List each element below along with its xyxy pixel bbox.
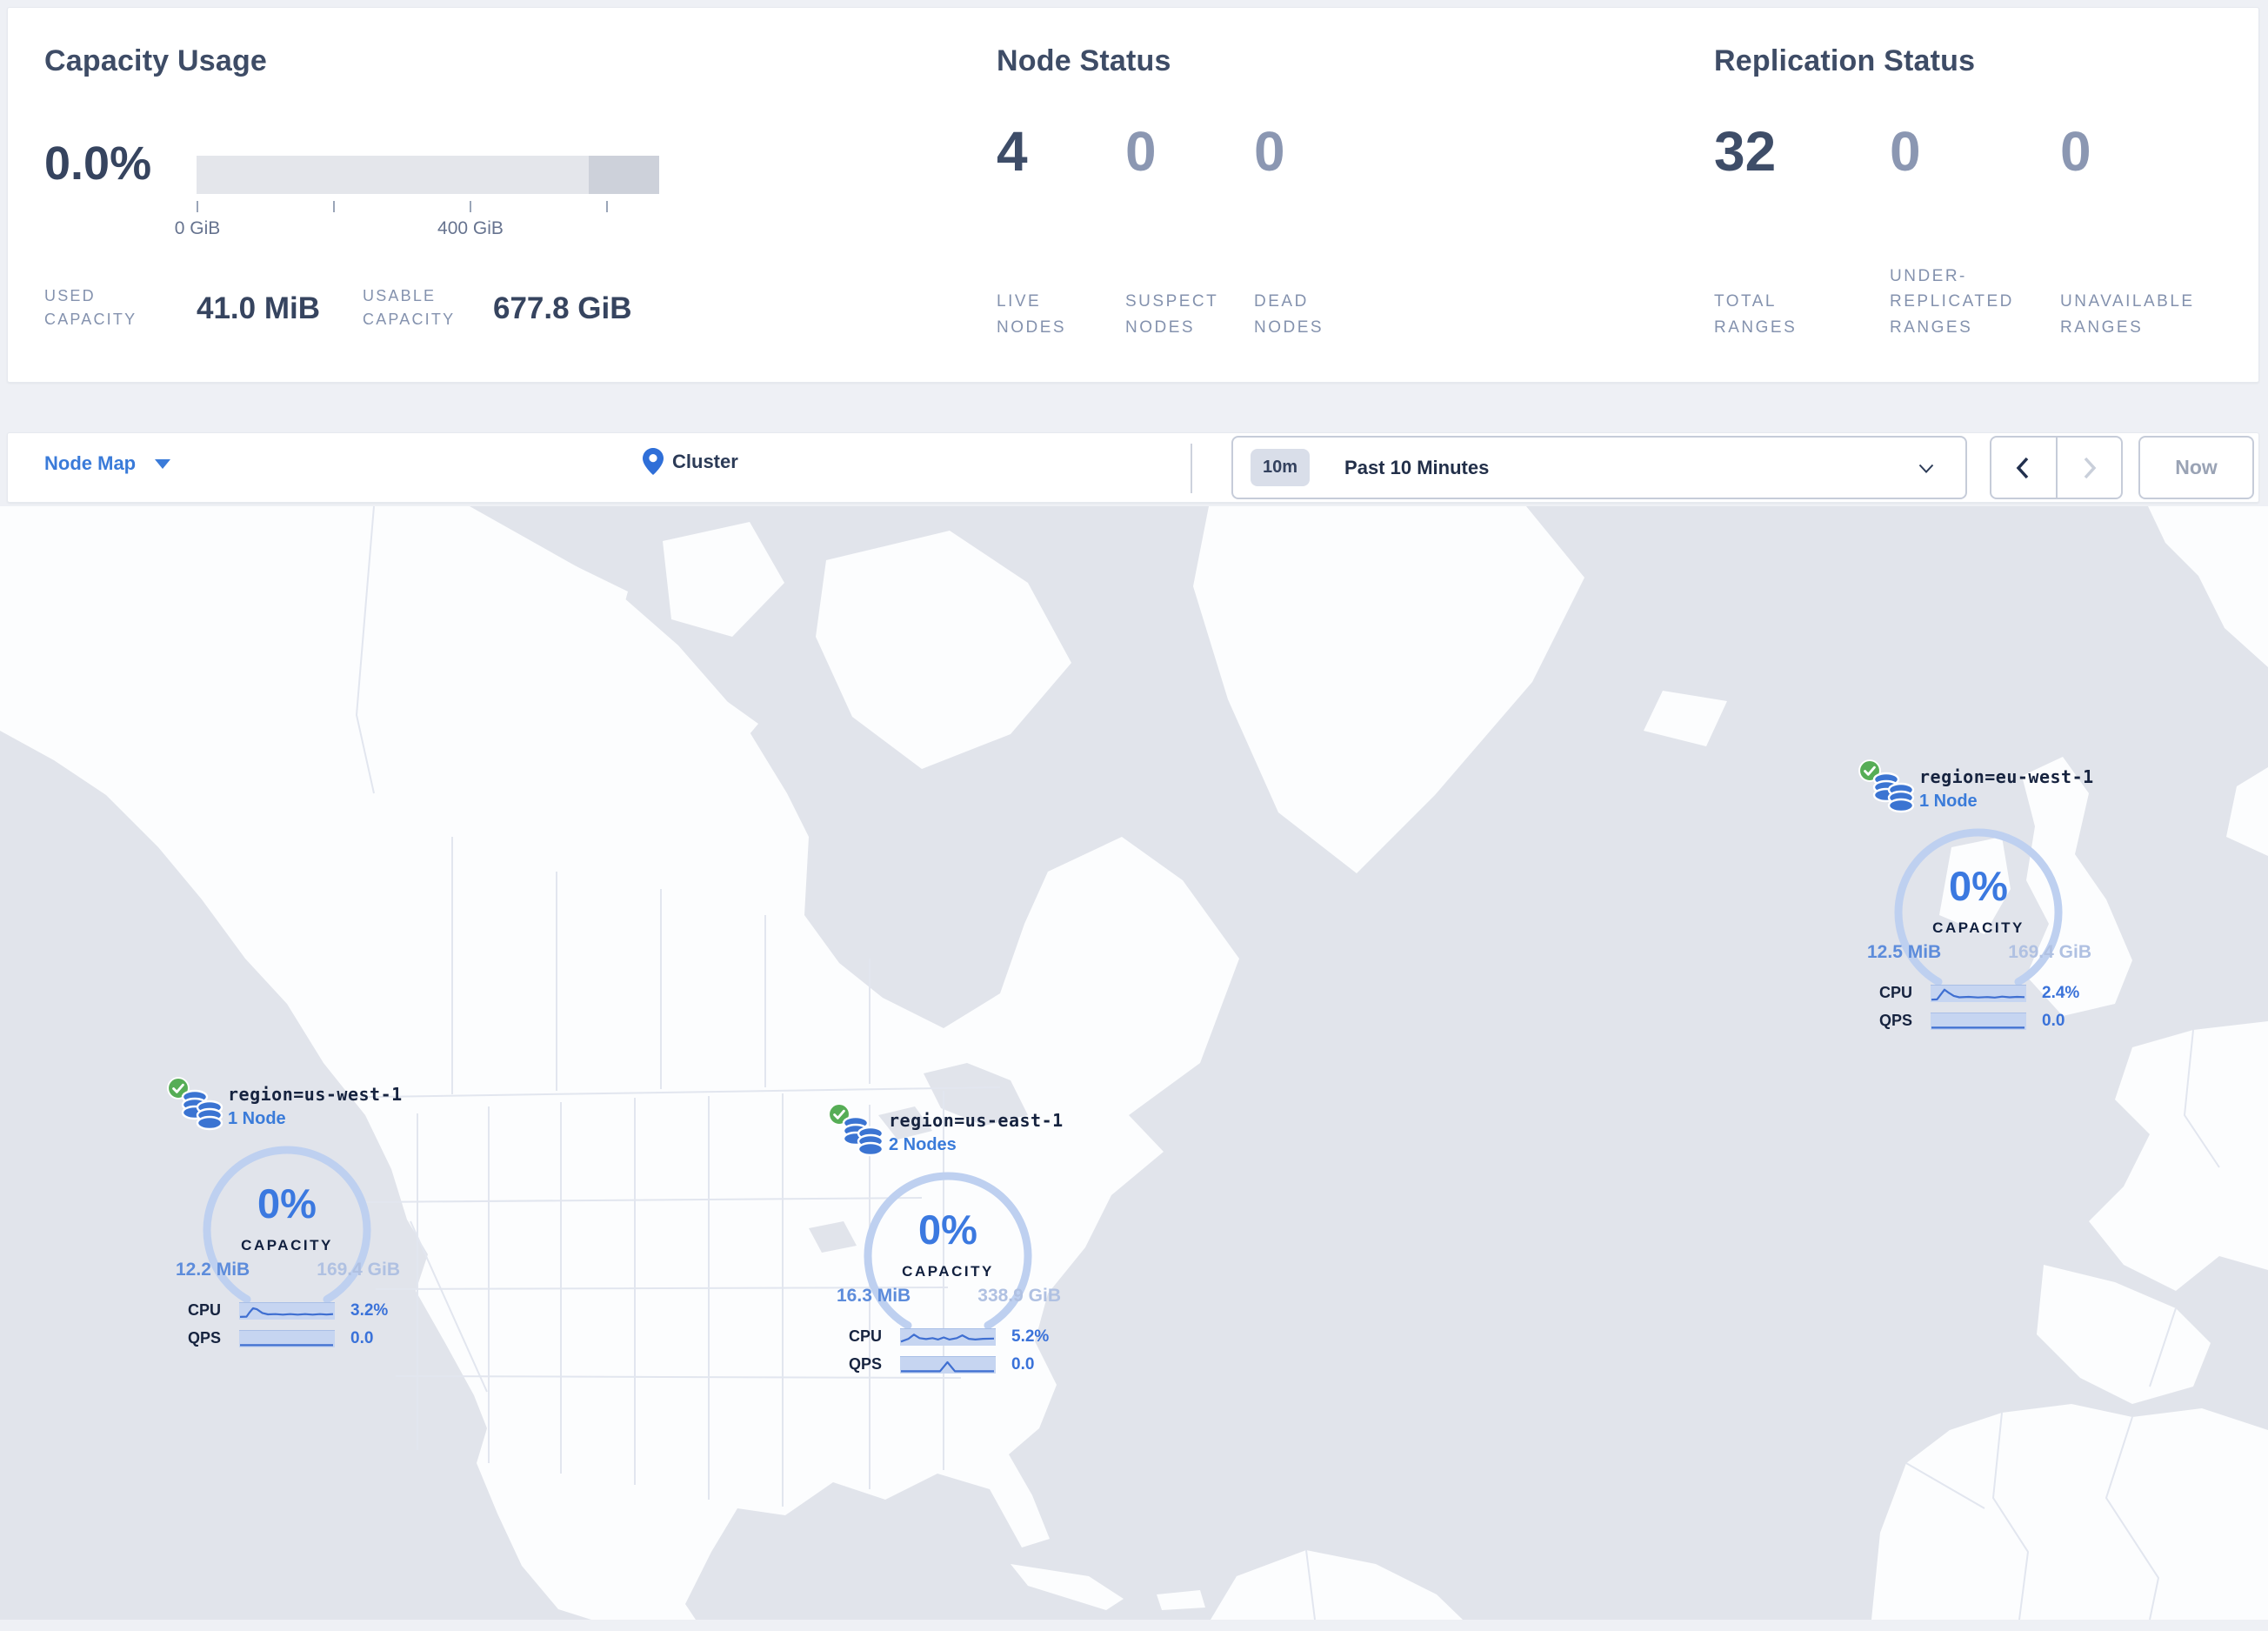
total-ranges-count: 32: [1714, 120, 1777, 183]
node-status-title: Node Status: [997, 44, 1171, 77]
capacity-gauge-arc: [1894, 828, 2063, 986]
cpu-label: CPU: [849, 1327, 883, 1345]
suspect-nodes-count: 0: [1125, 120, 1157, 183]
unavailable-ranges-count: 0: [2060, 120, 2091, 183]
region-capacity-percent: 0%: [257, 1180, 317, 1227]
replication-status-title: Replication Status: [1714, 44, 1976, 77]
used-capacity-label: USED CAPACITY: [44, 287, 137, 328]
database-nodes-icon: [842, 1115, 884, 1157]
capacity-bar-reserved-segment: [589, 156, 659, 194]
used-capacity-value: 41.0 MiB: [197, 291, 320, 325]
qps-sparkline: [239, 1330, 335, 1347]
live-nodes-label: LIVE NODES: [997, 292, 1067, 337]
region-total-capacity: 169.4 GiB: [317, 1260, 400, 1280]
qps-label: QPS: [1879, 1012, 1913, 1029]
region-node-count: 1 Node: [228, 1109, 286, 1128]
cluster-summary-card: Capacity Usage 0.0% 0 GiB 400 GiB USED C…: [7, 7, 2259, 383]
under-replicated-ranges-count: 0: [1890, 120, 1921, 183]
cpu-value: 2.4%: [2042, 984, 2080, 1002]
live-nodes-count: 4: [997, 120, 1028, 183]
dead-nodes-label: DEAD NODES: [1254, 292, 1324, 337]
time-range-badge: 10m: [1251, 449, 1311, 486]
capacity-axis-label-zero: 0 GiB: [174, 218, 221, 238]
capacity-usage-bar: [197, 156, 659, 194]
qps-value: 0.0: [1011, 1355, 1035, 1374]
time-forward-button[interactable]: [2058, 438, 2122, 498]
chevron-down-icon: [155, 458, 171, 469]
chevron-right-icon: [2084, 457, 2097, 478]
region-marker-eu-west-1[interactable]: region=eu-west-1 1 Node 0% CAPACITY 12.5…: [1857, 759, 2100, 1046]
toolbar-divider: [1191, 444, 1192, 493]
region-node-count: 1 Node: [1919, 792, 1978, 811]
under-replicated-ranges-label: UNDER-REPLICATED RANGES: [1890, 266, 2014, 337]
capacity-used-percent: 0.0%: [44, 137, 152, 190]
time-pager: [1990, 436, 2123, 499]
cpu-label: CPU: [188, 1301, 222, 1319]
chevron-left-icon: [2016, 457, 2029, 478]
breadcrumb-item-cluster: Cluster: [672, 450, 738, 472]
region-total-capacity: 169.4 GiB: [2008, 942, 2091, 962]
region-name: region=eu-west-1: [1919, 766, 2094, 787]
suspect-nodes-label: SUSPECT NODES: [1125, 292, 1218, 337]
capacity-axis-tick: [333, 201, 335, 212]
time-range-dropdown[interactable]: 10m Past 10 Minutes: [1231, 436, 1967, 499]
cpu-sparkline: [239, 1302, 335, 1320]
time-back-button[interactable]: [1991, 438, 2058, 498]
qps-sparkline: [900, 1356, 996, 1374]
qps-value: 0.0: [350, 1329, 374, 1347]
region-name: region=us-east-1: [889, 1110, 1064, 1131]
unavailable-ranges-label: UNAVAILABLE RANGES: [2060, 292, 2195, 337]
capacity-axis-label-400: 400 GiB: [437, 218, 504, 238]
region-node-count: 2 Nodes: [889, 1135, 957, 1154]
usable-capacity-value: 677.8 GiB: [493, 291, 632, 325]
total-ranges-label: TOTAL RANGES: [1714, 292, 1798, 337]
dead-nodes-count: 0: [1254, 120, 1285, 183]
region-marker-us-east-1[interactable]: region=us-east-1 2 Nodes 0% CAPACITY 16.…: [826, 1103, 1070, 1390]
region-marker-us-west-1[interactable]: region=us-west-1 1 Node 0% CAPACITY 12.2…: [165, 1077, 409, 1364]
time-range-label: Past 10 Minutes: [1344, 456, 1490, 478]
capacity-gauge-arc: [203, 1146, 371, 1304]
qps-label: QPS: [188, 1329, 222, 1347]
usable-capacity-label: USABLE CAPACITY: [363, 287, 456, 328]
region-capacity-label: CAPACITY: [902, 1263, 994, 1280]
map-toolbar: Node Map Cluster 10m Past 10 Minutes Now: [7, 432, 2259, 503]
view-selector-dropdown[interactable]: Node Map: [44, 452, 171, 475]
database-nodes-icon: [1872, 772, 1915, 813]
qps-sparkline: [1931, 1013, 2026, 1030]
capacity-gauge-arc: [864, 1172, 1032, 1330]
capacity-usage-title: Capacity Usage: [44, 44, 268, 77]
cpu-sparkline: [1931, 985, 2026, 1002]
cpu-label: CPU: [1879, 984, 1913, 1001]
capacity-axis-tick: [470, 201, 471, 212]
location-pin-icon: [643, 448, 664, 475]
cpu-value: 3.2%: [350, 1301, 389, 1320]
region-capacity-label: CAPACITY: [241, 1237, 333, 1253]
region-used-capacity: 12.5 MiB: [1867, 942, 1942, 962]
region-name: region=us-west-1: [228, 1084, 403, 1105]
world-map-background: [0, 506, 2268, 1620]
qps-value: 0.0: [2042, 1012, 2065, 1030]
region-capacity-percent: 0%: [918, 1207, 977, 1253]
region-used-capacity: 12.2 MiB: [176, 1260, 250, 1280]
node-map: region=us-west-1 1 Node 0% CAPACITY 12.2…: [0, 506, 2268, 1620]
breadcrumb[interactable]: Cluster: [643, 448, 738, 475]
now-button[interactable]: Now: [2138, 436, 2254, 499]
database-nodes-icon: [181, 1089, 223, 1131]
capacity-axis-tick: [606, 201, 608, 212]
cpu-value: 5.2%: [1011, 1327, 1050, 1346]
view-selector-label: Node Map: [44, 452, 137, 474]
region-total-capacity: 338.9 GiB: [977, 1286, 1061, 1306]
cpu-sparkline: [900, 1328, 996, 1346]
chevron-down-icon: [1918, 464, 1934, 473]
region-capacity-label: CAPACITY: [1932, 919, 2025, 936]
capacity-axis-tick: [197, 201, 198, 212]
qps-label: QPS: [849, 1355, 883, 1373]
region-used-capacity: 16.3 MiB: [837, 1286, 911, 1306]
region-capacity-percent: 0%: [1949, 863, 2008, 909]
